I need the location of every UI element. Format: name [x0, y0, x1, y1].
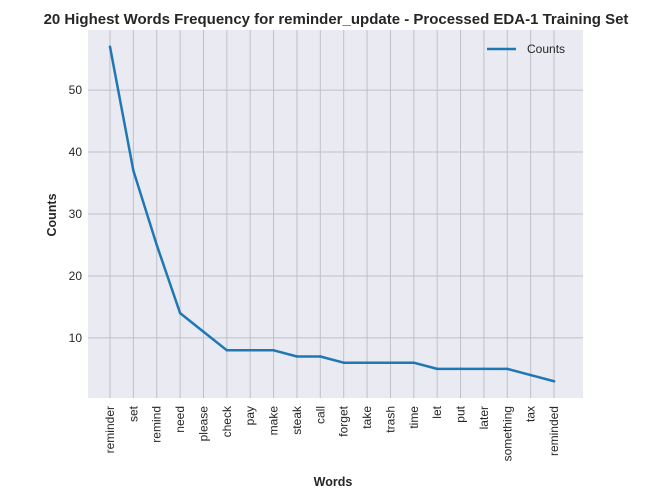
y-tick-label: 30	[69, 207, 83, 221]
x-tick-label: reminded	[547, 406, 561, 456]
x-tick-label: take	[360, 406, 374, 429]
data-point	[436, 368, 438, 370]
x-tick-label: tax	[524, 406, 538, 422]
data-point	[226, 349, 228, 351]
x-tick-label: put	[454, 405, 468, 422]
x-tick-label: pay	[243, 406, 257, 425]
data-point	[343, 361, 345, 363]
x-tick-label: need	[173, 406, 187, 433]
data-point	[459, 368, 461, 370]
data-point	[483, 368, 485, 370]
data-point	[389, 361, 391, 363]
y-tick-label: 50	[69, 83, 83, 97]
y-axis-ticks: 10 20 30 40 50	[69, 83, 83, 345]
y-tick-label: 20	[69, 269, 83, 283]
x-tick-label: remind	[150, 406, 164, 443]
x-tick-label: please	[196, 406, 210, 442]
data-point	[319, 355, 321, 357]
chart-title: 20 Highest Words Frequency for reminder_…	[44, 11, 629, 28]
data-point	[366, 361, 368, 363]
y-tick-label: 10	[69, 331, 83, 345]
data-point	[506, 368, 508, 370]
data-point	[553, 380, 555, 382]
data-point	[109, 46, 111, 48]
data-point	[296, 355, 298, 357]
data-point	[272, 349, 274, 351]
x-tick-label: reminder	[103, 406, 117, 453]
data-point	[202, 331, 204, 333]
x-tick-label: time	[407, 406, 421, 429]
x-tick-label: forget	[337, 405, 351, 436]
data-point	[413, 361, 415, 363]
data-point	[156, 244, 158, 246]
x-tick-label: later	[477, 406, 491, 429]
x-tick-label: trash	[383, 406, 397, 433]
x-axis-label: Words	[314, 475, 353, 489]
y-axis-label: Counts	[45, 193, 59, 236]
data-point	[249, 349, 251, 351]
x-tick-label: something	[500, 406, 514, 461]
x-tick-label: call	[313, 406, 327, 424]
x-axis-ticks: reminder set remind need please check pay make s…	[103, 405, 561, 461]
x-tick-label: let	[430, 405, 444, 418]
x-tick-label: steak	[290, 405, 304, 435]
x-tick-label: check	[220, 405, 234, 437]
x-tick-label: make	[267, 406, 281, 436]
data-point	[529, 374, 531, 376]
y-tick-label: 40	[69, 145, 83, 159]
x-tick-label: set	[126, 405, 140, 422]
data-point	[132, 169, 134, 171]
legend-label-counts: Counts	[527, 42, 565, 56]
data-point	[179, 312, 181, 314]
